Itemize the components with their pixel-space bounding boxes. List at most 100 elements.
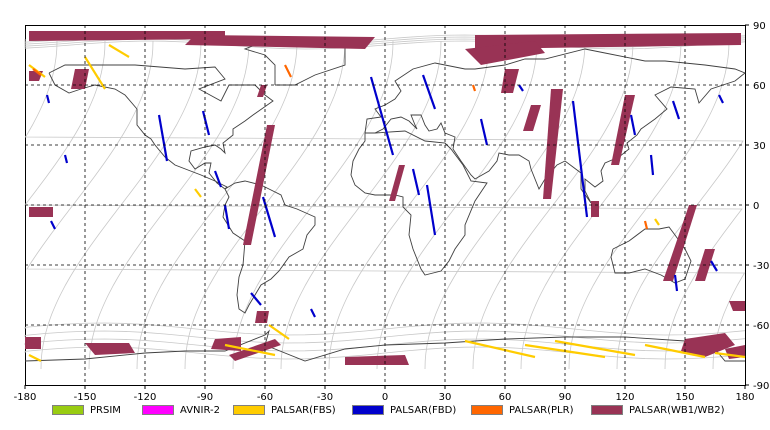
swath-palsar-wb1-wb2 xyxy=(543,89,563,199)
swath-palsar-fbd xyxy=(261,196,277,238)
coastline xyxy=(610,226,692,284)
swath-palsar-wb1-wb2 xyxy=(25,337,41,349)
swath-palsar-wb1-wb2 xyxy=(501,69,519,93)
swath-palsar-fbd xyxy=(157,114,169,162)
swath-palsar-fbd xyxy=(479,118,489,146)
swath-palsar-fbs xyxy=(224,343,276,357)
swath-palsar-fbd xyxy=(710,260,718,272)
legend-label: PALSAR(FBS) xyxy=(271,404,336,416)
y-tick-label: -60 xyxy=(753,321,769,332)
legend-swatch xyxy=(591,405,623,415)
swath-palsar-wb1-wb2 xyxy=(591,201,599,217)
swath-palsar-wb1-wb2 xyxy=(85,343,135,355)
swath-palsar-fbs xyxy=(714,351,746,359)
legend-swatch xyxy=(471,405,503,415)
swath-palsar-fbd xyxy=(63,154,69,164)
x-tick-label: 60 xyxy=(499,392,512,400)
legend-label: PALSAR(PLR) xyxy=(509,404,574,416)
swath-palsar-fbd xyxy=(649,154,655,176)
swath-palsar-fbd xyxy=(673,274,679,292)
coastlines xyxy=(24,38,746,362)
swath-palsar-wb1-wb2 xyxy=(465,41,545,65)
swath-palsar-wb1-wb2 xyxy=(475,33,741,49)
x-tick-label: 150 xyxy=(675,392,694,400)
swath-palsar-fbd xyxy=(369,76,395,156)
x-axis-ticks: -180 -150 -120 -90 -60 -30 0 30 60 90 120 150 180 xyxy=(14,385,755,400)
legend: PRSIM AVNIR-2 PALSAR(FBS) PALSAR(FBD) PALSAR… xyxy=(0,400,770,420)
orbit-track xyxy=(24,40,746,50)
swath-palsar-fbd xyxy=(45,94,51,104)
coastline xyxy=(350,130,488,276)
swaths-layer xyxy=(25,31,746,365)
swath-palsar-fbs xyxy=(654,218,660,226)
x-tick-label: 0 xyxy=(382,392,388,400)
swath-palsar-plr xyxy=(643,220,649,230)
swath-palsar-fbd xyxy=(421,74,437,110)
swath-palsar-fbd xyxy=(718,94,724,104)
orbit-track xyxy=(24,330,746,344)
legend-swatch xyxy=(233,405,265,415)
x-tick-label: -30 xyxy=(317,392,333,400)
swath-palsar-fbd xyxy=(250,292,262,306)
x-tick-label: -60 xyxy=(257,392,273,400)
x-tick-label: 120 xyxy=(615,392,634,400)
swath-palsar-wb1-wb2 xyxy=(729,301,745,311)
y-axis-ticks: 90 60 30 0 -30 -60 -90 xyxy=(745,21,769,392)
x-tick-label: 180 xyxy=(735,392,754,400)
swath-palsar-fbs xyxy=(464,339,536,359)
coverage-map: -180 -150 -120 -90 -60 -30 0 30 60 90 120 150 180 90… xyxy=(14,21,770,400)
swath-palsar-wb1-wb2 xyxy=(29,207,53,217)
legend-item-prsim: PRSIM xyxy=(52,404,121,416)
y-tick-label: 0 xyxy=(753,201,759,212)
swath-palsar-wb1-wb2 xyxy=(523,105,541,131)
legend-swatch xyxy=(352,405,384,415)
swath-palsar-fbd xyxy=(310,308,316,318)
swath-palsar-fbd xyxy=(223,204,231,230)
swath-palsar-fbs xyxy=(28,354,42,362)
swath-palsar-wb1-wb2 xyxy=(389,165,405,201)
swath-palsar-wb1-wb2 xyxy=(29,31,225,41)
swath-palsar-wb1-wb2 xyxy=(257,85,267,97)
legend-label: PALSAR(FBD) xyxy=(390,404,457,416)
swath-palsar-wb1-wb2 xyxy=(611,95,635,165)
y-tick-label: 60 xyxy=(753,81,766,92)
legend-item-palsar-plr: PALSAR(PLR) xyxy=(471,404,573,416)
swath-palsar-wb1-wb2 xyxy=(243,125,275,245)
y-tick-label: 90 xyxy=(753,21,766,32)
legend-item-palsar-fbd: PALSAR(FBD) xyxy=(352,404,456,416)
x-tick-label: 30 xyxy=(439,392,452,400)
swath-palsar-fbs xyxy=(644,343,706,359)
x-tick-label: 90 xyxy=(559,392,572,400)
coastline xyxy=(222,180,316,314)
swath-palsar-plr xyxy=(471,84,477,92)
swath-palsar-wb1-wb2 xyxy=(663,205,697,281)
legend-label: PRSIM xyxy=(90,404,121,416)
swath-palsar-wb1-wb2 xyxy=(681,333,735,357)
swath-palsar-plr xyxy=(284,64,292,78)
swath-palsar-fbd xyxy=(411,168,421,196)
swath-palsar-fbd xyxy=(571,100,589,218)
coastline xyxy=(48,64,274,190)
legend-swatch xyxy=(52,405,84,415)
legend-item-palsar-wb1-wb2: PALSAR(WB1/WB2) xyxy=(591,404,725,416)
y-tick-label: -90 xyxy=(753,381,769,392)
y-tick-label: -30 xyxy=(753,261,769,272)
x-tick-label: -150 xyxy=(74,392,97,400)
x-tick-label: -120 xyxy=(134,392,157,400)
swath-palsar-fbd xyxy=(671,100,681,120)
swath-palsar-wb1-wb2 xyxy=(71,69,89,89)
x-tick-label: -180 xyxy=(14,392,37,400)
swath-palsar-fbs xyxy=(268,324,290,340)
swath-palsar-fbs xyxy=(108,44,130,58)
swath-palsar-fbs xyxy=(84,56,106,90)
swath-palsar-fbd xyxy=(201,110,211,136)
map-grid xyxy=(25,25,745,385)
swath-palsar-wb1-wb2 xyxy=(345,355,409,365)
legend-item-palsar-fbs: PALSAR(FBS) xyxy=(233,404,336,416)
x-tick-label: -90 xyxy=(197,392,213,400)
orbit-track xyxy=(24,322,746,336)
swath-palsar-fbd xyxy=(213,170,223,188)
swath-palsar-wb1-wb2 xyxy=(185,35,375,49)
coastline xyxy=(364,48,746,204)
swath-palsar-fbs xyxy=(194,188,202,198)
